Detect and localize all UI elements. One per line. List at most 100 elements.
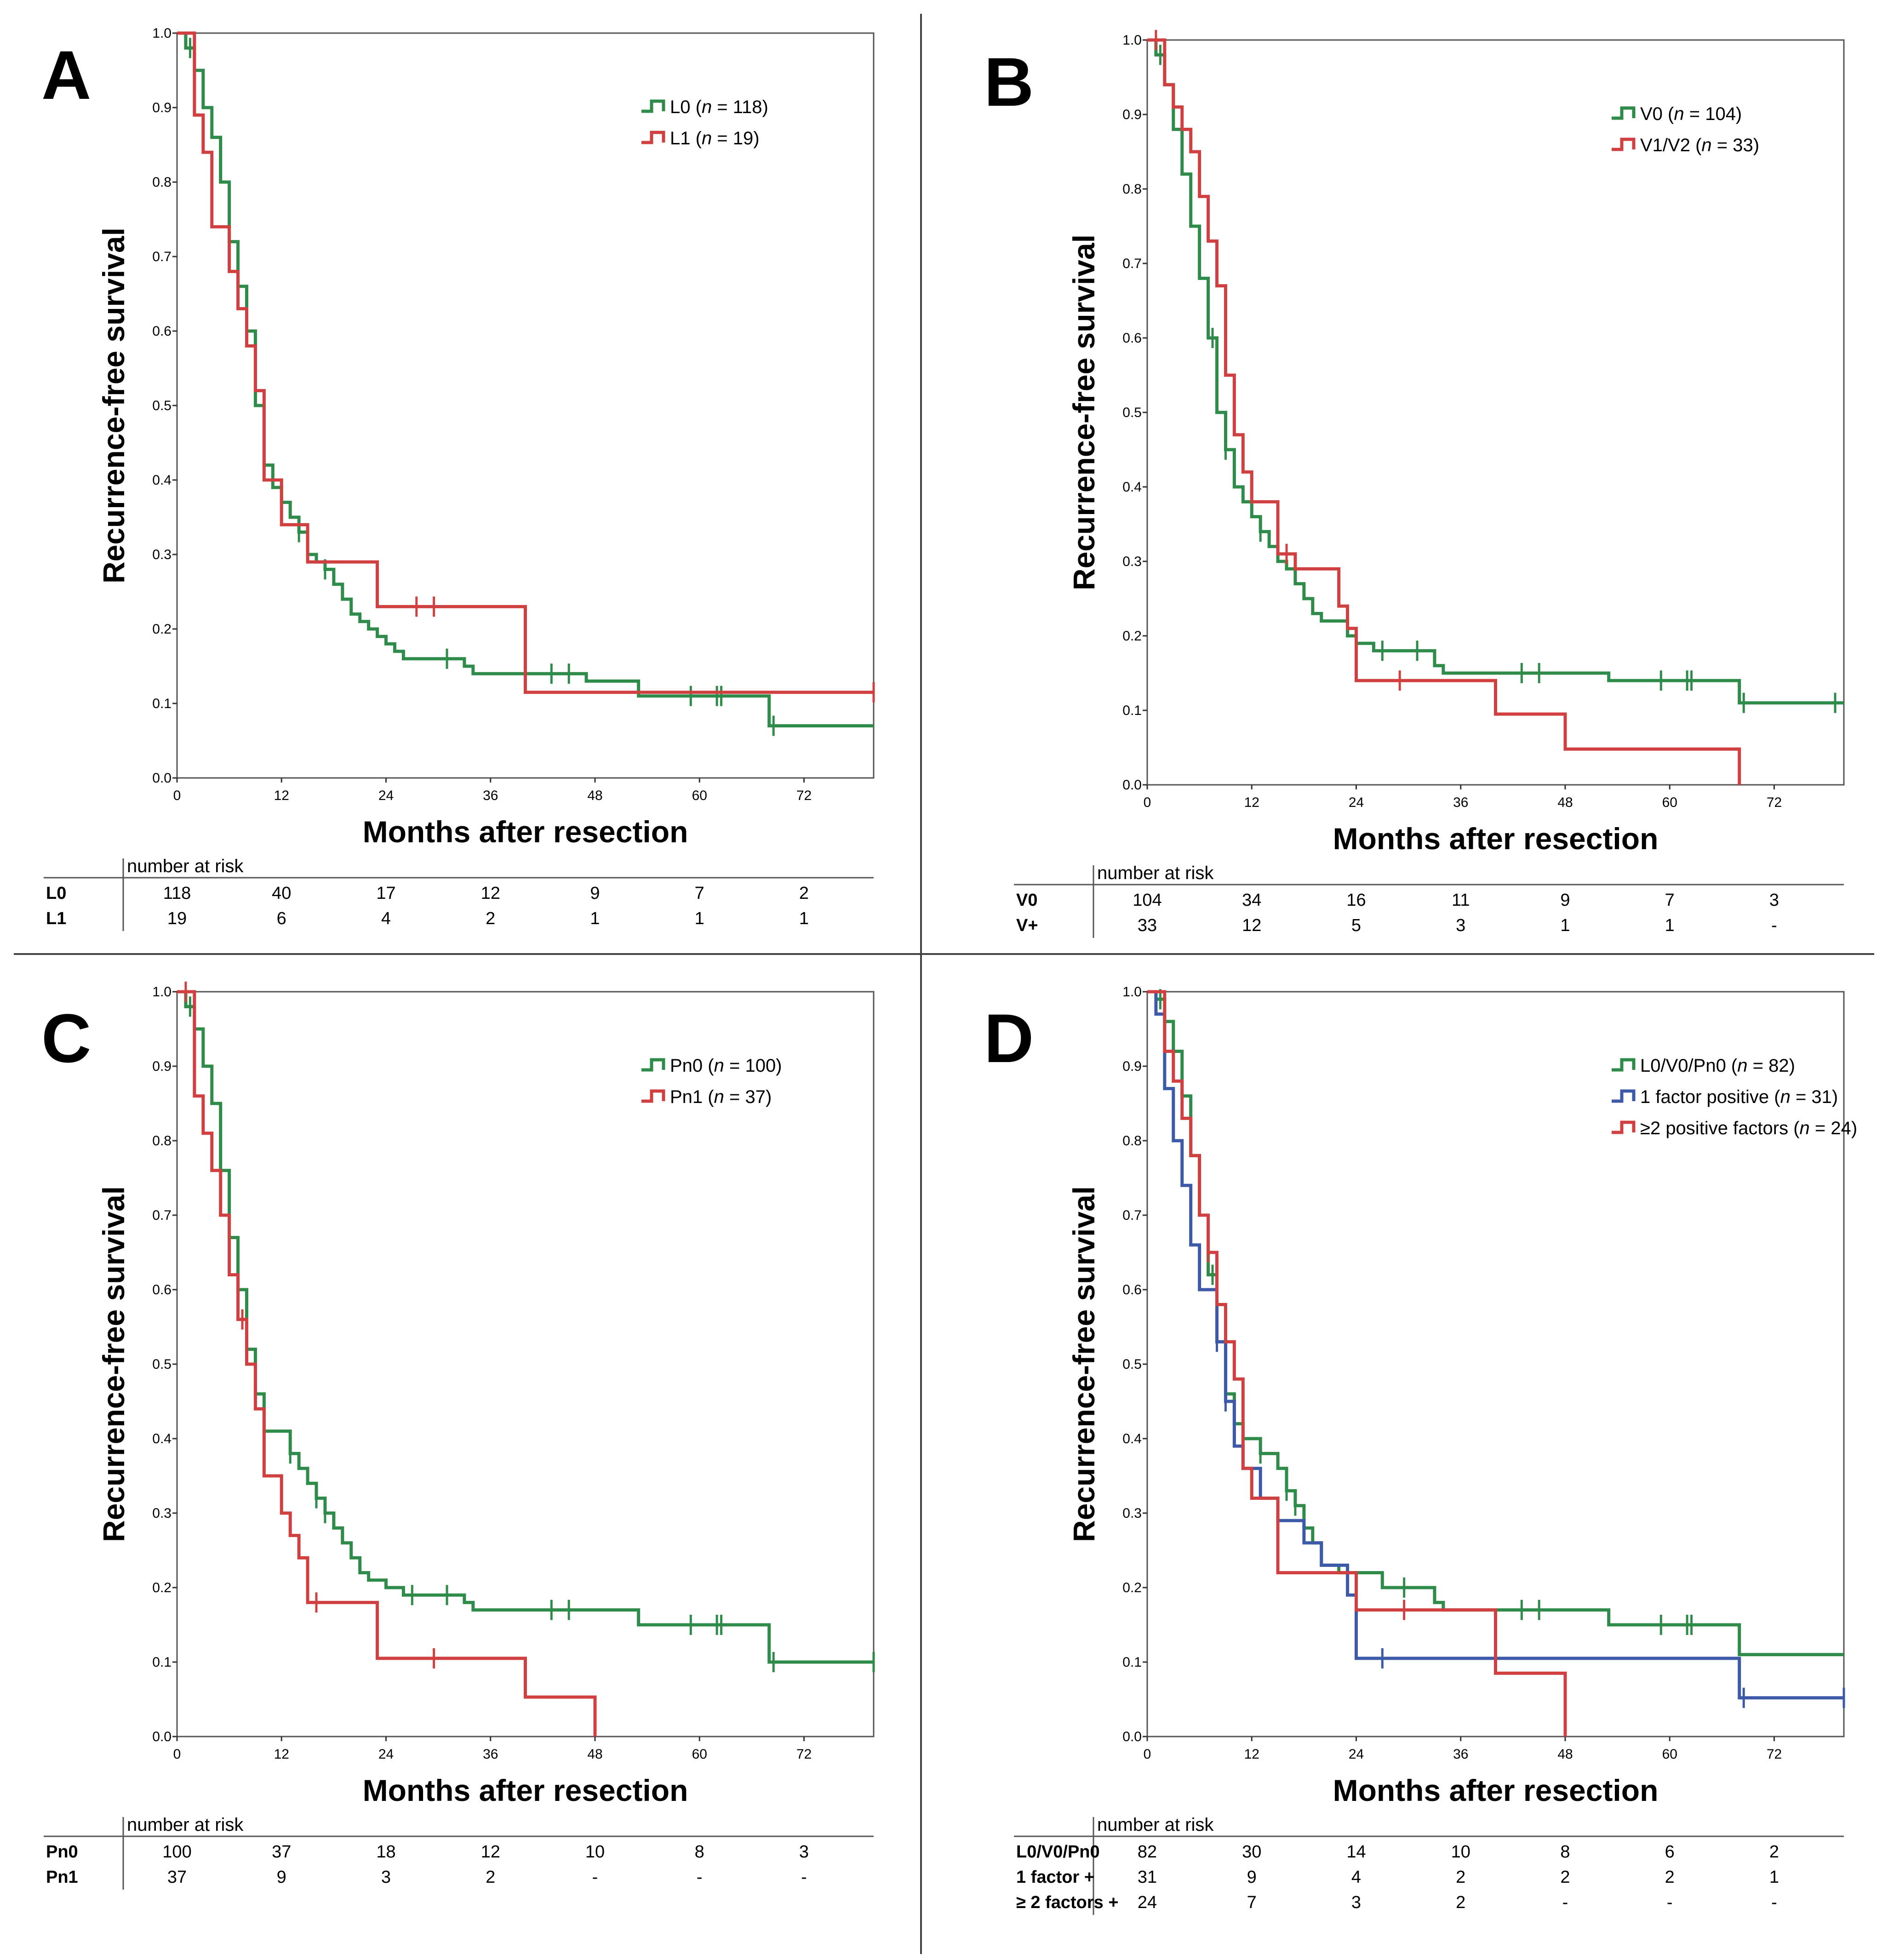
y-tick-label: 0.0 [1122, 777, 1142, 793]
series-line-1 [177, 31, 874, 694]
series-line-1 [1147, 38, 1741, 785]
y-tick-label: 0.7 [152, 249, 172, 264]
y-tick-label: 1.0 [1122, 33, 1142, 48]
risk-value: 2 [1665, 1868, 1675, 1887]
x-tick-label: 60 [692, 788, 707, 803]
risk-value: 4 [1351, 1868, 1361, 1887]
x-tick-label: 72 [1767, 795, 1782, 810]
legend-swatch [641, 99, 665, 113]
risk-value: 2 [1560, 1868, 1570, 1887]
y-tick-label: 0.3 [152, 547, 172, 562]
series-line-0 [1147, 990, 1844, 1657]
risk-value: 3 [799, 1842, 809, 1862]
x-axis-title: Months after resection [1333, 1773, 1659, 1807]
y-tick-label: 0.2 [152, 622, 172, 637]
x-tick-label: 24 [378, 788, 394, 803]
y-tick-label: 0.4 [152, 473, 172, 488]
risk-value: - [1771, 916, 1777, 935]
risk-value: - [1771, 1893, 1777, 1912]
legend-entry: 1 factor positive (n = 31) [1640, 1087, 1838, 1107]
risk-value: 14 [1346, 1842, 1366, 1862]
x-tick-label: 48 [587, 788, 602, 803]
risk-value: - [697, 1868, 703, 1887]
risk-row-label: V+ [1016, 916, 1038, 935]
x-axis-title: Months after resection [363, 1773, 688, 1807]
x-tick-label: 48 [1557, 1747, 1573, 1762]
x-tick-label: 72 [796, 1747, 812, 1762]
risk-value: 18 [376, 1842, 395, 1862]
y-tick-label: 0.2 [1122, 629, 1142, 644]
risk-value: 9 [1560, 891, 1570, 910]
risk-value: 12 [1242, 916, 1261, 935]
y-tick-label: 0.9 [1122, 1059, 1142, 1074]
risk-value: 82 [1138, 1842, 1157, 1862]
x-tick-label: 48 [587, 1747, 602, 1762]
risk-value: 9 [590, 884, 600, 903]
risk-value: 1 [590, 909, 600, 928]
risk-value: 9 [1247, 1868, 1257, 1887]
x-tick-label: 72 [796, 788, 812, 803]
risk-value: 17 [376, 884, 395, 903]
risk-value: 5 [1351, 916, 1361, 935]
y-tick-label: 0.5 [152, 1357, 172, 1372]
risk-row-label: 1 factor + [1016, 1868, 1094, 1887]
legend-swatch [641, 1058, 665, 1072]
y-tick-label: 0.3 [1122, 554, 1142, 569]
legend-entry: ≥2 positive factors (n = 24) [1640, 1118, 1857, 1138]
risk-value: - [1562, 1893, 1568, 1912]
risk-row-label: L1 [46, 909, 66, 928]
risk-value: 40 [272, 884, 291, 903]
risk-value: 10 [585, 1842, 605, 1862]
risk-value: 1 [1665, 916, 1675, 935]
risk-row-label: Pn0 [46, 1842, 78, 1862]
risk-table-header: number at risk [127, 1815, 244, 1835]
risk-value: 16 [1346, 891, 1366, 910]
x-tick-label: 12 [274, 1747, 289, 1762]
x-tick-label: 60 [1662, 795, 1677, 810]
x-tick-label: 72 [1767, 1747, 1782, 1762]
x-axis-title: Months after resection [363, 815, 688, 849]
risk-value: 37 [167, 1868, 187, 1887]
legend-swatch [1612, 1089, 1636, 1103]
risk-value: 1 [1560, 916, 1570, 935]
y-tick-label: 0.5 [152, 398, 172, 413]
y-tick-label: 0.4 [152, 1431, 172, 1446]
risk-value: 6 [277, 909, 286, 928]
series-line-0 [177, 990, 874, 1664]
risk-value: 1 [695, 909, 704, 928]
risk-value: 8 [1560, 1842, 1570, 1862]
risk-value: 7 [695, 884, 704, 903]
risk-value: 104 [1133, 891, 1161, 910]
risk-value: 2 [486, 1868, 495, 1887]
risk-row-label: V0 [1016, 891, 1037, 910]
risk-row-label: L0/V0/Pn0 [1016, 1842, 1100, 1862]
y-tick-label: 0.7 [1122, 1208, 1142, 1223]
risk-value: 3 [1769, 891, 1779, 910]
risk-value: 2 [1456, 1868, 1465, 1887]
risk-value: 7 [1665, 891, 1675, 910]
y-tick-label: 0.6 [152, 1282, 172, 1297]
risk-value: 19 [167, 909, 187, 928]
y-tick-label: 1.0 [1122, 984, 1142, 1000]
panel-letter: D [984, 1000, 1034, 1077]
y-tick-label: 0.1 [152, 696, 172, 711]
y-axis-title: Recurrence-free survival [1067, 234, 1101, 590]
risk-value: 37 [272, 1842, 291, 1862]
y-tick-label: 0.8 [1122, 1133, 1142, 1149]
risk-value: 30 [1242, 1842, 1261, 1862]
y-tick-label: 0.1 [1122, 1655, 1142, 1670]
panel-d: D0.00.10.20.30.40.50.60.70.80.91.00 12 24 3… [984, 984, 1857, 1915]
y-axis-title: Recurrence-free survival [97, 1186, 131, 1542]
legend-entry: L0/V0/Pn0 (n = 82) [1640, 1056, 1795, 1076]
risk-value: 9 [277, 1868, 286, 1887]
risk-value: 2 [1769, 1842, 1779, 1862]
y-tick-label: 0.7 [1122, 256, 1142, 271]
series-line-2 [1147, 990, 1567, 1737]
series-line-1 [177, 990, 597, 1737]
risk-value: 118 [163, 884, 191, 903]
legend-entry: V0 (n = 104) [1640, 104, 1742, 124]
panel-c: C 0.0 0.1 0.2 0.3 0.4 0.5 0.6 0.7 0.8 0.9 1.0 0 12 24 3… [41, 982, 875, 1890]
legend-entry: Pn0 (n = 100) [670, 1056, 782, 1076]
risk-value: 3 [1456, 916, 1465, 935]
y-tick-label: 1.0 [152, 26, 172, 41]
